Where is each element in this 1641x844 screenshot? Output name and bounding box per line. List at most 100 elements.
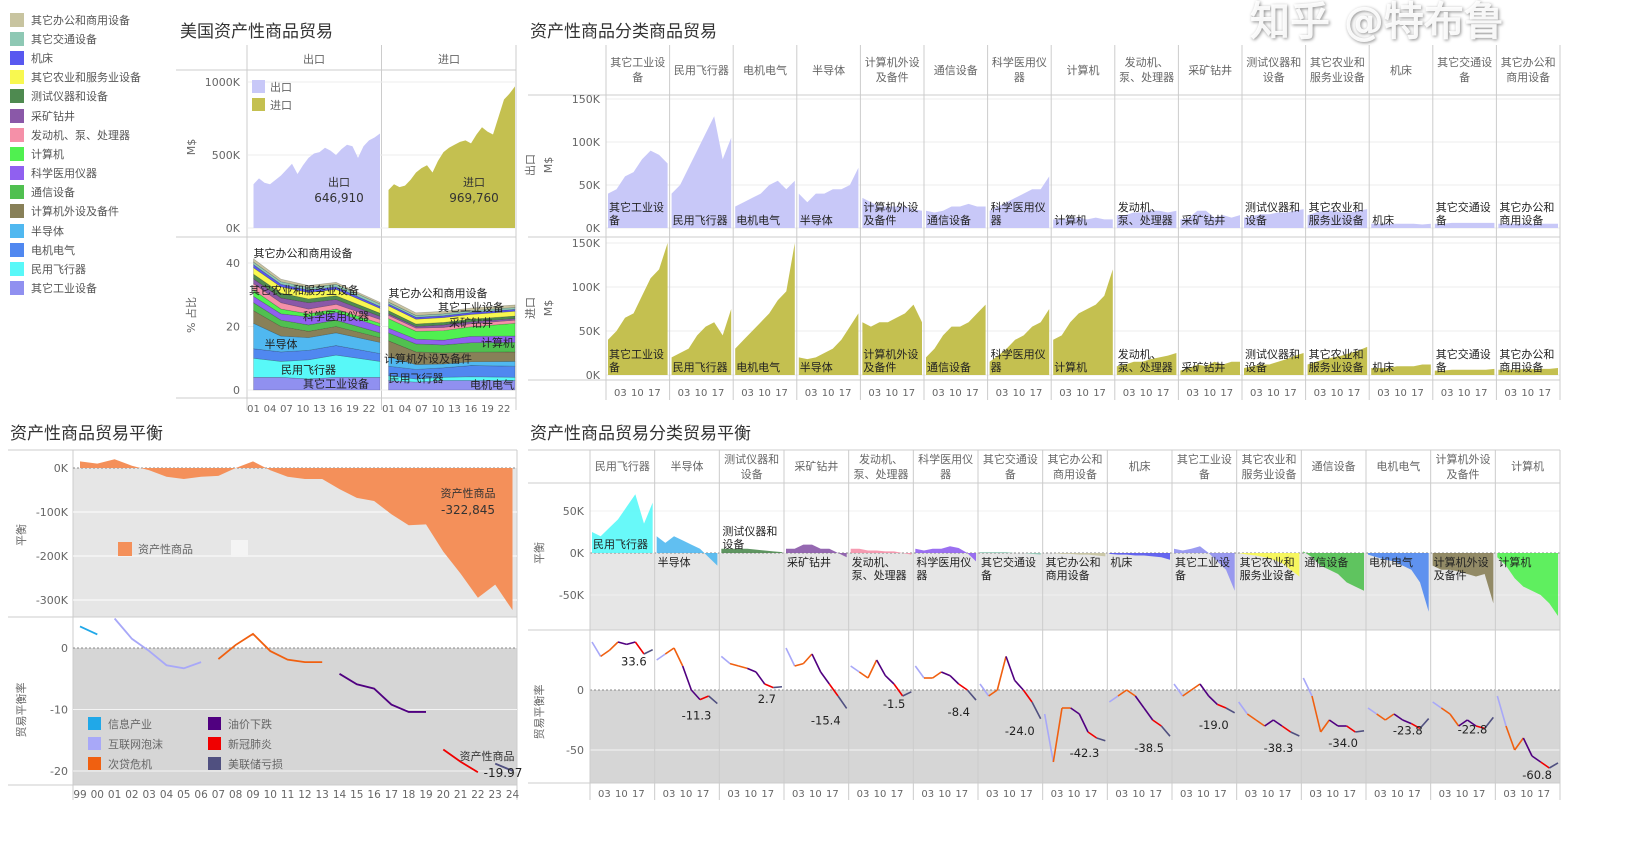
balance-area <box>980 552 1041 555</box>
y-axis-label: M$ <box>185 139 198 156</box>
x-tick-label: 10 <box>822 388 835 399</box>
x-tick-label: 10 <box>809 789 822 800</box>
legend-item[interactable]: 其它办公和商用设备 <box>10 10 141 29</box>
import-area <box>798 313 859 375</box>
x-tick-label: 19 <box>419 789 432 801</box>
panel-header: 计算机 <box>1511 460 1545 473</box>
legend-item[interactable]: 电机电气 <box>10 240 141 259</box>
legend-label: 通信设备 <box>31 186 75 200</box>
rate-segment <box>1531 755 1542 763</box>
rate-line <box>79 625 98 636</box>
legend-label: 发动机、泵、处理器 <box>31 128 130 142</box>
x-tick-label: 10 <box>1132 789 1145 800</box>
legend-item[interactable]: 发动机、泵、处理器 <box>10 125 141 144</box>
rate-segment <box>1393 713 1404 721</box>
panel-header: 其它办公和商用设备 <box>1047 452 1103 481</box>
y-tick-label: -100K <box>36 506 69 519</box>
legend-label: 出口 <box>270 80 292 94</box>
area-export <box>253 133 380 228</box>
rate-segment <box>1458 719 1468 727</box>
legend-item[interactable]: 其它交通设备 <box>10 29 141 48</box>
panel-series-label: 采矿钻井 <box>787 556 831 569</box>
x-tick-label: 17 <box>632 789 645 800</box>
rate-segment <box>1173 683 1184 697</box>
legend-item[interactable]: 机床 <box>10 48 141 67</box>
panel-header: 测试仪器和设备 <box>1246 56 1302 84</box>
x-tick-label: 03 <box>143 789 156 801</box>
legend-item[interactable]: 科学医用仪器 <box>10 164 141 183</box>
import-area <box>1116 353 1177 375</box>
x-tick-label: 03 <box>868 388 881 399</box>
y-axis-label: M$ <box>542 300 555 317</box>
panel-series-label: 民用飞行器 <box>672 361 728 374</box>
import-area <box>1053 269 1113 375</box>
end-value-label: -19.0 <box>1199 718 1229 732</box>
legend-item[interactable]: 计算机外设及备件 <box>10 202 141 221</box>
legend-swatch <box>10 108 24 123</box>
y-tick-label: 1000K <box>205 76 241 89</box>
legend-item[interactable]: 测试仪器和设备 <box>10 87 141 106</box>
panel-series-label: 民用飞行器 <box>672 214 728 227</box>
rate-segment <box>1548 762 1559 769</box>
x-tick-label: 17 <box>1343 789 1356 800</box>
legend-item[interactable]: 其它工业设备 <box>10 279 141 298</box>
rate-segment <box>1217 703 1227 709</box>
y-tick-label: -300K <box>36 594 69 607</box>
share-band <box>253 258 381 305</box>
rate-segment <box>1402 719 1412 725</box>
panel-series-label: 电机电气 <box>1369 556 1413 569</box>
panel-series-label: 发动机、泵、处理器 <box>1117 348 1173 374</box>
legend-label: 美联储亏损 <box>228 757 283 771</box>
legend-swatch <box>88 737 101 750</box>
rate-segment <box>1043 713 1055 763</box>
x-tick-label: 16 <box>465 404 478 415</box>
x-tick-label: 10 <box>1076 388 1089 399</box>
x-tick-label: 10 <box>744 789 757 800</box>
panel-header: 发动机、泵、处理器 <box>1119 56 1175 84</box>
panel-header: 半导体 <box>670 460 704 473</box>
panel-header: 民用飞行器 <box>673 63 729 77</box>
x-tick-label: 18 <box>402 789 415 801</box>
y-tick-label: 50K <box>579 325 601 338</box>
negative-region <box>590 553 1560 630</box>
legend-item[interactable]: 采矿钻井 <box>10 106 141 125</box>
chart-title-trade-balance: 资产性商品贸易平衡 <box>10 424 163 444</box>
x-tick-label: 03 <box>805 388 818 399</box>
panel-series-label: 民用飞行器 <box>593 538 648 551</box>
legend-item[interactable]: 计算机 <box>10 144 141 163</box>
x-tick-label: 15 <box>350 789 363 801</box>
chart-title-category-balance: 资产性商品贸易分类贸易平衡 <box>530 424 751 444</box>
y-tick-label: -50 <box>566 744 584 757</box>
rate-segment <box>893 683 904 697</box>
legend-item[interactable]: 半导体 <box>10 221 141 240</box>
panel-header: 电机电气 <box>1376 460 1421 473</box>
x-tick-label: 03 <box>1123 388 1136 399</box>
x-tick-label: 02 <box>125 789 138 801</box>
rate-segment <box>1078 713 1089 733</box>
panel-header: 其它农业和服务业设备 <box>1241 452 1297 481</box>
x-tick-label: 17 <box>385 789 398 801</box>
legend-item[interactable]: 通信设备 <box>10 183 141 202</box>
legend-swatch <box>10 89 24 104</box>
panel-series-label: 机床 <box>1110 556 1133 569</box>
x-tick-label: 03 <box>1115 789 1128 800</box>
panel-header: 机床 <box>1128 460 1151 473</box>
rate-segment <box>1246 713 1257 721</box>
x-tick-label: 03 <box>741 388 754 399</box>
panel-header: 进口 <box>438 53 460 66</box>
export-area <box>862 197 922 228</box>
x-tick-label: 17 <box>1093 388 1106 399</box>
balance-area <box>1238 553 1300 577</box>
balance-area <box>850 548 912 555</box>
x-tick-label: 03 <box>986 789 999 800</box>
legend-item[interactable]: 民用飞行器 <box>10 259 141 278</box>
x-tick-label: 17 <box>697 789 710 800</box>
balance-area <box>1174 546 1235 591</box>
series-label: 进口 <box>463 176 485 189</box>
rate-segment <box>875 659 887 676</box>
rate-segment <box>988 689 998 697</box>
rate-segment <box>941 671 951 677</box>
rate-segment <box>958 683 968 691</box>
legend-item[interactable]: 其它农业和服务业设备 <box>10 68 141 87</box>
band-annotation: 电机电气 <box>470 378 514 392</box>
